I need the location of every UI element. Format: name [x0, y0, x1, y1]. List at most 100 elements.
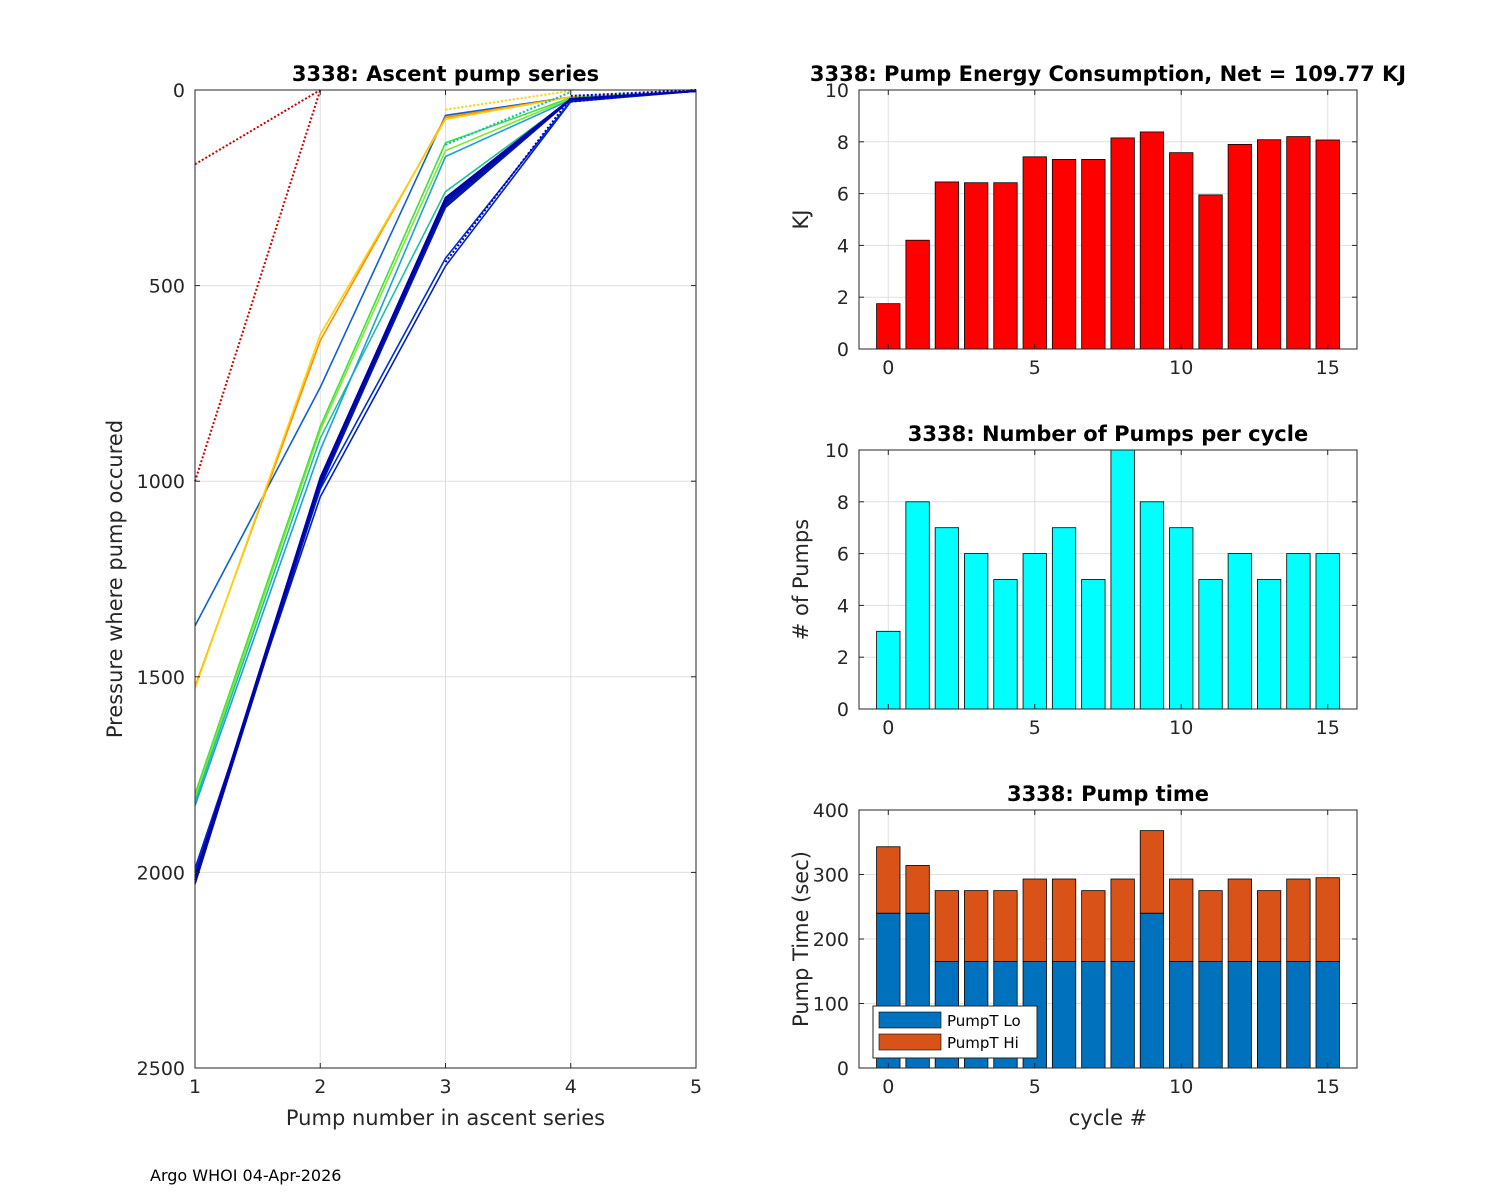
- bar-3: [964, 553, 989, 710]
- bar-pumpt-lo-8: [1110, 961, 1135, 1069]
- bar-0: [876, 630, 901, 710]
- x-tick-label: 15: [1316, 1076, 1340, 1098]
- bar-11: [1198, 579, 1223, 710]
- x-tick-label: 15: [1316, 717, 1340, 739]
- x-tick-label: 1: [189, 1076, 201, 1098]
- bar-pumpt-lo-15: [1315, 961, 1340, 1069]
- bar-6: [1051, 159, 1077, 350]
- y-tick-label: 6: [837, 184, 849, 206]
- bar-pumpt-hi-12: [1227, 878, 1252, 962]
- legend-swatch: [878, 1011, 942, 1029]
- y-tick-label: 100: [813, 994, 849, 1016]
- y-tick-label: 4: [837, 235, 849, 257]
- series-line-0: [194, 89, 321, 166]
- plot-area: [859, 450, 1357, 709]
- y-tick-label: 300: [813, 865, 849, 887]
- pumps-chart: 0 5 10 15 0 2 4 6 8 10 3338: Number of Pumps per c…: [789, 422, 1358, 739]
- y-tick-label: 8: [837, 492, 849, 514]
- series-line-1: [194, 89, 322, 482]
- series-line-22: [570, 89, 697, 97]
- bar-pumpt-lo-9: [1139, 912, 1165, 1069]
- bar-5: [1022, 553, 1047, 710]
- bar-pumpt-hi-6: [1051, 878, 1077, 962]
- chart-title: 3338: Pump time: [1007, 782, 1209, 806]
- bar-pumpt-hi-5: [1022, 878, 1047, 962]
- x-tick-label: 5: [690, 1076, 702, 1098]
- y-tick-label: 8: [837, 132, 849, 154]
- bar-2: [934, 181, 960, 350]
- bar-pumpt-lo-14: [1286, 961, 1311, 1069]
- legend-swatch: [878, 1033, 942, 1051]
- bar-15: [1315, 553, 1340, 710]
- plot-area: [859, 90, 1357, 349]
- bar-pumpt-lo-10: [1169, 961, 1194, 1069]
- x-tick-label: 4: [565, 1076, 577, 1098]
- y-axis-label: Pump Time (sec): [789, 851, 813, 1027]
- pumptime-chart: 0 5 10 15 0 100 200 300 400 3338: Pump time cycle …: [789, 782, 1358, 1130]
- bar-pumpt-lo-11: [1198, 961, 1223, 1069]
- bar-8: [1110, 137, 1135, 350]
- footer-credit: Argo WHOI 04-Apr-2026: [150, 1166, 342, 1185]
- y-tick-label: 500: [149, 276, 185, 298]
- bar-12: [1227, 553, 1252, 710]
- x-tick-label: 10: [1169, 1076, 1193, 1098]
- bar-4: [993, 182, 1018, 350]
- y-tick-label: 400: [813, 800, 849, 822]
- bar-2: [934, 527, 960, 710]
- bar-14: [1286, 553, 1311, 710]
- y-tick-label: 0: [837, 699, 849, 721]
- legend-label: PumpT Hi: [947, 1034, 1019, 1052]
- bar-pumpt-hi-14: [1286, 878, 1311, 962]
- legend-label: PumpT Lo: [947, 1012, 1021, 1030]
- x-tick-label: 15: [1316, 357, 1340, 379]
- x-tick-label: 0: [882, 1076, 894, 1098]
- bar-12: [1227, 143, 1252, 350]
- bar-pumpt-hi-2: [934, 890, 960, 962]
- y-tick-label: 10: [825, 440, 849, 462]
- x-tick-label: 2: [314, 1076, 326, 1098]
- bar-pumpt-hi-8: [1110, 878, 1135, 962]
- bar-pumpt-hi-13: [1257, 890, 1282, 962]
- series-line-17: [445, 89, 571, 111]
- bar-6: [1051, 527, 1077, 710]
- x-axis-label: Pump number in ascent series: [286, 1106, 605, 1130]
- bar-1: [905, 501, 930, 710]
- bar-7: [1081, 159, 1106, 350]
- bar-pumpt-hi-15: [1315, 877, 1340, 962]
- bar-pumpt-lo-7: [1081, 961, 1106, 1069]
- y-axis-label: KJ: [789, 210, 813, 230]
- y-tick-label: 0: [173, 80, 185, 102]
- bar-14: [1286, 136, 1311, 350]
- y-tick-label: 200: [813, 929, 849, 951]
- y-tick-label: 4: [837, 595, 849, 617]
- y-tick-label: 6: [837, 544, 849, 566]
- bar-4: [993, 579, 1018, 710]
- bar-8: [1110, 449, 1135, 710]
- bar-1: [905, 239, 930, 350]
- y-axis-label: Pressure where pump occured: [103, 420, 127, 738]
- bar-pumpt-lo-13: [1257, 961, 1282, 1069]
- bar-10: [1169, 152, 1194, 350]
- bar-pumpt-hi-9: [1139, 830, 1165, 914]
- bar-0: [876, 303, 901, 350]
- axes-box: [858, 89, 1358, 350]
- y-tick-label: 2: [837, 287, 849, 309]
- x-tick-label: 0: [882, 717, 894, 739]
- bar-13: [1257, 579, 1282, 710]
- chart-title: 3338: Ascent pump series: [292, 62, 599, 86]
- series-line-19: [444, 97, 572, 263]
- bar-pumpt-lo-6: [1051, 961, 1077, 1069]
- y-tick-label: 2500: [137, 1058, 185, 1080]
- bar-10: [1169, 527, 1194, 710]
- chart-title: 3338: Number of Pumps per cycle: [908, 422, 1308, 446]
- series-line-18: [445, 91, 572, 146]
- axes-box: [858, 449, 1358, 710]
- bar-pumpt-hi-0: [876, 846, 901, 914]
- x-tick-label: 3: [439, 1076, 451, 1098]
- bar-9: [1139, 501, 1165, 710]
- bar-pumpt-lo-12: [1227, 961, 1252, 1069]
- x-axis-label: cycle #: [1069, 1106, 1148, 1130]
- bar-pumpt-hi-11: [1198, 890, 1223, 962]
- bar-13: [1257, 139, 1282, 350]
